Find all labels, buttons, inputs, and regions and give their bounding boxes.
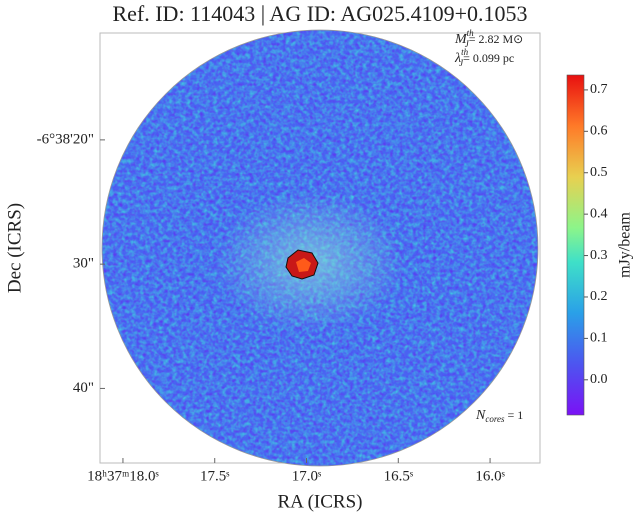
colorbar-tick-label: 0.0 xyxy=(590,372,608,387)
annotation-text: = 1 xyxy=(505,408,524,422)
annotation-sup: th xyxy=(467,28,475,38)
y-tick-label: 40" xyxy=(73,380,94,396)
y-tick-label: 30" xyxy=(73,256,94,272)
colorbar xyxy=(566,74,585,416)
annotation-symbol: N xyxy=(475,408,486,423)
chart-title: Ref. ID: 114043 | AG ID: AG025.4109+0.10… xyxy=(112,1,527,26)
colorbar-tick-label: 0.5 xyxy=(590,165,608,180)
colorbar-tick-label: 0.2 xyxy=(590,289,608,304)
annotation-sup: th xyxy=(461,47,469,57)
annotation-sub: J xyxy=(465,39,470,49)
x-tick-label: 16.0ˢ xyxy=(475,468,504,484)
x-tick-label: 18ʰ37ᵐ18.0ˢ xyxy=(87,468,159,484)
annotation-symbol: λ xyxy=(454,51,461,66)
x-tick-label: 16.5ˢ xyxy=(384,468,413,484)
annotation: λth J= 0.099 pc xyxy=(454,47,514,68)
x-tick-label: 17.5ˢ xyxy=(200,468,229,484)
colorbar-tick-label: 0.4 xyxy=(590,206,608,221)
annotation-sub: cores xyxy=(485,414,505,424)
colorbar-tick-label: 0.7 xyxy=(590,82,608,97)
annotation: Mth J= 2.82 M⊙ xyxy=(454,28,523,49)
x-axis-label: RA (ICRS) xyxy=(278,491,363,512)
y-axis-label: Dec (ICRS) xyxy=(4,203,25,293)
annotation-text: = 2.82 M⊙ xyxy=(469,32,524,46)
colorbar-tick-label: 0.1 xyxy=(590,331,608,346)
colorbar-tick-label: 0.6 xyxy=(590,124,608,139)
colorbar-label: mJy/beam xyxy=(617,212,634,278)
y-tick-label: -6°38'20" xyxy=(37,131,94,147)
annotation-symbol: M xyxy=(454,32,468,47)
annotation-text: = 0.099 pc xyxy=(463,51,514,65)
annotation-sub: J xyxy=(459,58,464,68)
colorbar-tick-label: 0.3 xyxy=(590,248,608,263)
annotation: Ncores = 1 xyxy=(475,408,523,424)
image xyxy=(102,30,538,466)
x-tick-label: 17.0ˢ xyxy=(292,468,321,484)
footprint xyxy=(101,29,539,467)
